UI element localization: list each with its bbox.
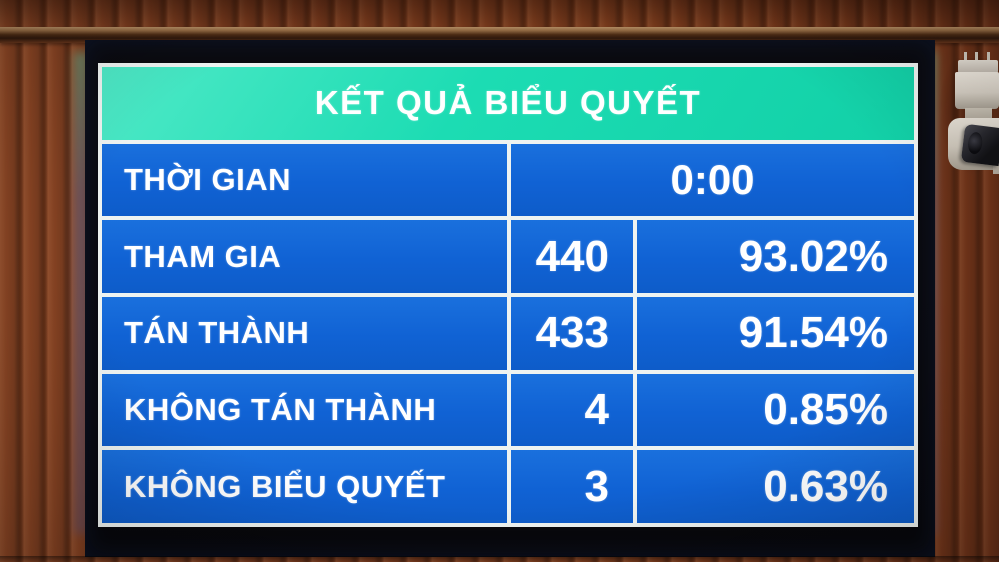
cell-khong-bieu-quyet-count: 3 [511, 450, 633, 523]
camera-neck [965, 108, 992, 121]
camera-mount-box [955, 72, 999, 109]
camera-mount-pin [987, 52, 990, 61]
cell-tham-gia-percent: 93.02% [637, 220, 914, 293]
camera-mount-pin [964, 52, 967, 61]
screen-glow-left [74, 52, 88, 534]
row-label-tham-gia: THAM GIA [102, 220, 507, 293]
row-label-khong-tan-thanh: KHÔNG TÁN THÀNH [102, 373, 507, 447]
security-camera-icon [938, 50, 999, 176]
cell-tan-thanh-percent: 91.54% [637, 296, 914, 370]
row-label-tan-thanh: TÁN THÀNH [102, 296, 507, 370]
camera-lens [960, 123, 999, 167]
camera-mount-pin [975, 52, 978, 61]
row-label-thoi-gian: THỜI GIAN [102, 143, 507, 217]
row-label-khong-bieu-quyet: KHÔNG BIỂU QUYẾT [102, 450, 507, 523]
cell-tham-gia-count: 440 [511, 220, 633, 293]
cell-khong-tan-thanh-count: 4 [511, 373, 633, 447]
cell-khong-bieu-quyet-percent: 0.63% [637, 450, 914, 523]
cell-time-value: 0:00 [511, 143, 914, 217]
wood-rail [0, 27, 999, 43]
bottom-wood-shade [0, 556, 999, 562]
board-title: KẾT QUẢ BIỂU QUYẾT [102, 67, 914, 140]
cell-tan-thanh-count: 433 [511, 296, 633, 370]
camera-mount-bracket [958, 60, 998, 73]
wood-wall-upper-shade [0, 0, 999, 27]
cell-khong-tan-thanh-percent: 0.85% [637, 373, 914, 447]
voting-results-board: KẾT QUẢ BIỂU QUYẾT THỜI GIAN 0:00 THAM G… [98, 63, 918, 527]
